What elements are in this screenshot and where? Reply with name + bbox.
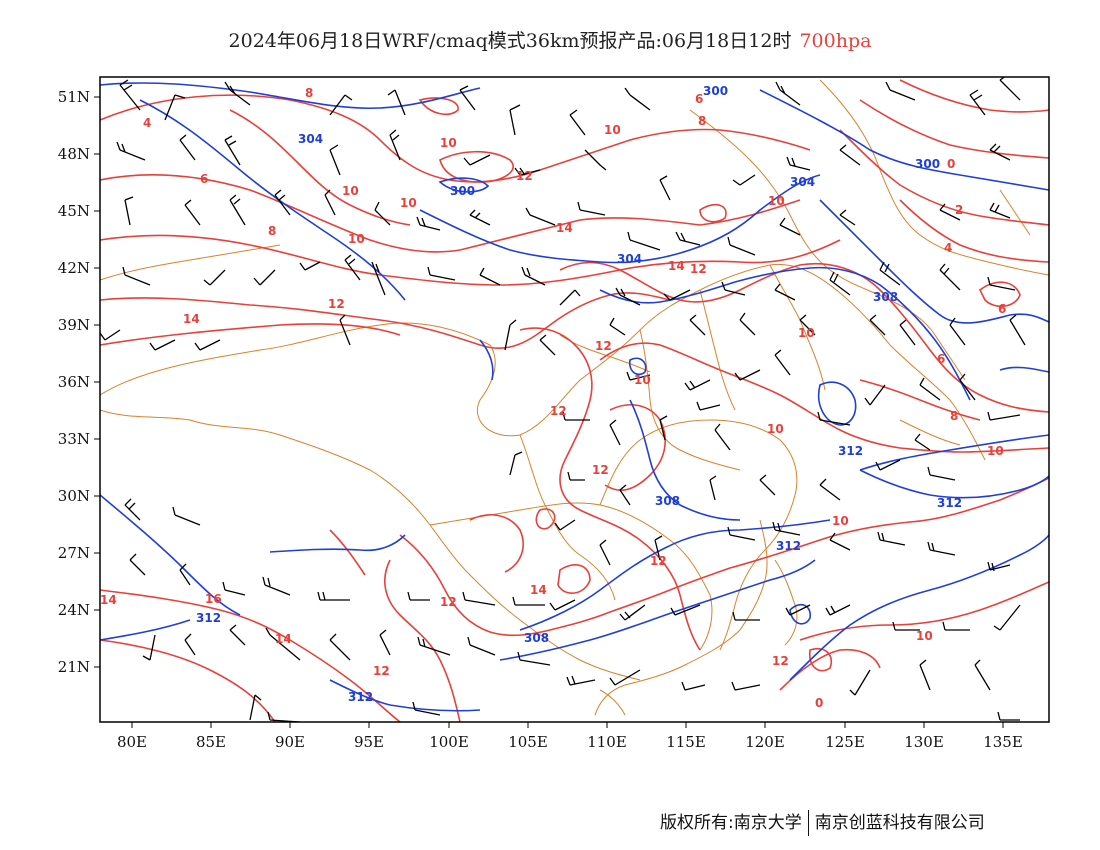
svg-text:8: 8 <box>698 114 706 128</box>
lon-label: 110E <box>587 733 627 751</box>
svg-text:12: 12 <box>690 262 707 276</box>
lon-label: 90E <box>275 733 305 751</box>
svg-text:6: 6 <box>998 302 1006 316</box>
lat-label: 33N <box>58 430 90 448</box>
svg-text:304: 304 <box>298 132 323 146</box>
lat-label: 36N <box>58 373 90 391</box>
svg-text:16: 16 <box>205 592 222 606</box>
copyright-footer: 版权所有:南京大学 南京创蓝科技有限公司 <box>660 808 985 836</box>
title-main: 2024年06月18日WRF/cmaq模式36km预报产品:06月18日12时 <box>228 30 792 52</box>
lat-label: 30N <box>58 487 90 505</box>
svg-text:12: 12 <box>328 297 345 311</box>
lon-label: 135E <box>983 733 1023 751</box>
lat-label: 24N <box>58 601 90 619</box>
svg-text:10: 10 <box>440 136 457 150</box>
country-borders <box>100 79 1049 716</box>
svg-text:12: 12 <box>592 463 609 477</box>
copyright-left: 版权所有:南京大学 <box>660 813 802 833</box>
svg-text:308: 308 <box>524 631 549 645</box>
svg-text:14: 14 <box>556 221 573 235</box>
lat-label: 42N <box>58 259 90 277</box>
svg-text:12: 12 <box>772 654 789 668</box>
lat-label: 39N <box>58 316 90 334</box>
pressure-level: 700hpa <box>799 30 872 52</box>
longitude-axis: 80E 85E 90E 95E 100E 105E 110E 115E 120E… <box>117 722 1023 751</box>
height-labels: 304 300 300 300 304 304 308 308 308 312 … <box>196 84 962 704</box>
svg-text:312: 312 <box>937 496 962 510</box>
svg-text:300: 300 <box>450 184 475 198</box>
svg-text:300: 300 <box>915 157 940 171</box>
svg-text:300: 300 <box>703 84 728 98</box>
svg-text:14: 14 <box>530 583 547 597</box>
svg-text:304: 304 <box>617 252 642 266</box>
lon-label: 115E <box>666 733 706 751</box>
map-frame <box>99 76 1050 723</box>
svg-text:10: 10 <box>400 196 417 210</box>
svg-text:12: 12 <box>440 595 457 609</box>
lon-label: 85E <box>196 733 226 751</box>
svg-text:12: 12 <box>650 554 667 568</box>
svg-text:308: 308 <box>873 290 898 304</box>
svg-text:14: 14 <box>100 593 117 607</box>
svg-text:312: 312 <box>838 444 863 458</box>
svg-text:10: 10 <box>634 373 651 387</box>
svg-text:14: 14 <box>275 632 292 646</box>
svg-text:2: 2 <box>955 203 963 217</box>
svg-text:8: 8 <box>268 224 276 238</box>
svg-text:12: 12 <box>516 169 533 183</box>
lat-label: 48N <box>58 145 90 163</box>
svg-text:10: 10 <box>348 232 365 246</box>
svg-text:12: 12 <box>373 664 390 678</box>
svg-text:0: 0 <box>815 696 823 710</box>
lon-label: 105E <box>508 733 548 751</box>
svg-text:8: 8 <box>305 86 313 100</box>
svg-text:10: 10 <box>832 514 849 528</box>
lat-label: 27N <box>58 544 90 562</box>
svg-text:10: 10 <box>767 422 784 436</box>
svg-text:10: 10 <box>798 326 815 340</box>
map-title: 2024年06月18日WRF/cmaq模式36km预报产品:06月18日12时 7… <box>0 26 1100 53</box>
svg-text:4: 4 <box>143 116 151 130</box>
svg-text:14: 14 <box>183 312 200 326</box>
lon-label: 125E <box>825 733 865 751</box>
svg-text:10: 10 <box>342 184 359 198</box>
lon-label: 120E <box>745 733 785 751</box>
svg-text:10: 10 <box>768 194 785 208</box>
wind-barbs <box>100 77 1026 722</box>
footer-divider <box>807 810 809 836</box>
svg-text:308: 308 <box>655 494 680 508</box>
svg-text:4: 4 <box>944 241 952 255</box>
svg-text:312: 312 <box>776 539 801 553</box>
lon-label: 100E <box>429 733 469 751</box>
svg-text:10: 10 <box>604 123 621 137</box>
svg-text:14: 14 <box>668 259 685 273</box>
temperature-contours <box>100 79 1049 722</box>
svg-text:312: 312 <box>348 690 373 704</box>
height-contours <box>100 82 1049 712</box>
latitude-axis: 51N 48N 45N 42N 39N 36N 33N 30N 27N 24N … <box>58 88 100 676</box>
svg-text:6: 6 <box>200 172 208 186</box>
svg-text:12: 12 <box>550 404 567 418</box>
svg-text:10: 10 <box>987 444 1004 458</box>
svg-text:12: 12 <box>595 339 612 353</box>
temperature-labels: 4 6 8 8 10 10 10 10 10 12 12 14 14 14 12… <box>100 86 1006 710</box>
svg-text:8: 8 <box>950 409 958 423</box>
lon-label: 130E <box>904 733 944 751</box>
svg-text:6: 6 <box>937 352 945 366</box>
lon-label: 80E <box>117 733 147 751</box>
svg-text:304: 304 <box>790 175 815 189</box>
svg-text:10: 10 <box>916 629 933 643</box>
lat-label: 51N <box>58 88 90 106</box>
lon-label: 95E <box>354 733 384 751</box>
svg-text:0: 0 <box>947 157 955 171</box>
lat-label: 21N <box>58 658 90 676</box>
svg-text:6: 6 <box>695 92 703 106</box>
svg-text:312: 312 <box>196 611 221 625</box>
lat-label: 45N <box>58 202 90 220</box>
copyright-right: 南京创蓝科技有限公司 <box>814 813 985 833</box>
